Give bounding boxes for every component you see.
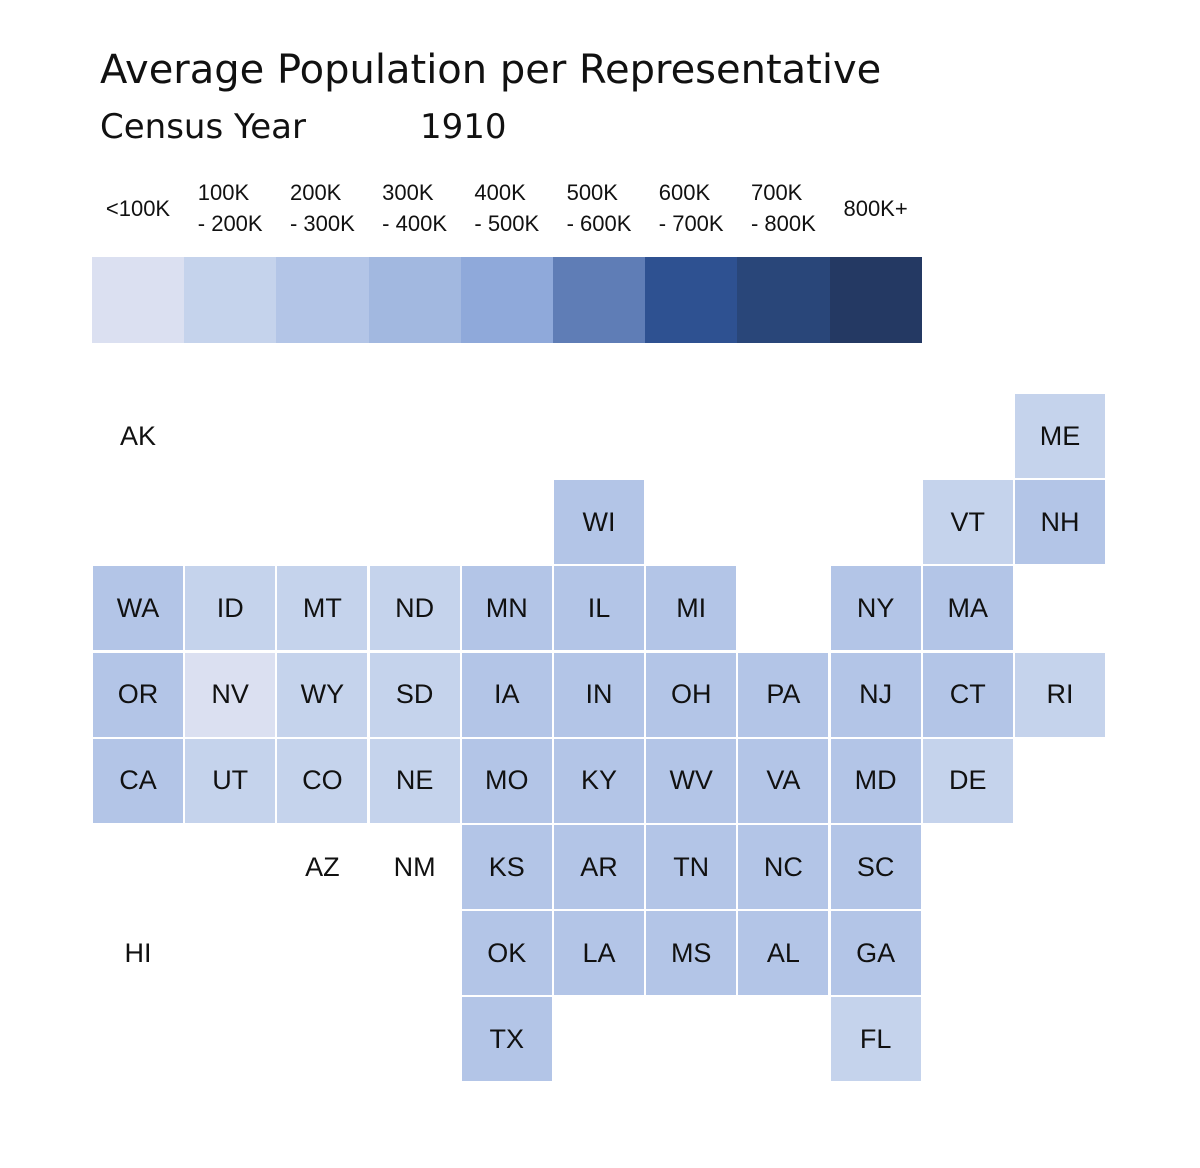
state-tile-ky: KY	[554, 738, 644, 823]
state-tile-al: AL	[738, 911, 829, 996]
state-tile-sc: SC	[830, 825, 921, 909]
state-tile-wa: WA	[93, 566, 183, 651]
state-tile-nh: NH	[1015, 480, 1105, 565]
state-tile-mt: MT	[277, 566, 368, 651]
state-tile-ak: AK	[119, 420, 157, 451]
legend-label: 200K - 300K	[276, 170, 368, 246]
color-legend: <100K 100K - 200K 200K - 300K 300K - 400K 40…	[92, 170, 932, 350]
legend-label-text: 500K - 600K	[566, 180, 632, 236]
state-tile-tn: TN	[646, 825, 737, 909]
legend-swatch	[737, 257, 831, 343]
state-tile-ut: UT	[185, 738, 276, 823]
legend-label-text: 700K - 800K	[750, 180, 816, 236]
state-tile-mo: MO	[461, 738, 552, 823]
legend-swatch	[460, 257, 554, 343]
state-tile-sd: SD	[369, 652, 460, 737]
legend-label-text: <100K	[105, 195, 171, 221]
state-tile-fl: FL	[830, 997, 921, 1082]
state-tile-ok: OK	[461, 911, 552, 996]
state-tile-hi: HI	[124, 937, 152, 968]
state-tile-id: ID	[185, 566, 276, 651]
legend-label-text: 300K - 400K	[382, 180, 447, 236]
state-tile-ri: RI	[1015, 652, 1105, 737]
state-tile-az: AZ	[305, 851, 340, 882]
state-tile-ca: CA	[93, 738, 183, 823]
state-tile-mn: MN	[461, 566, 552, 651]
state-tile-nm: NM	[393, 851, 436, 882]
legend-swatch	[645, 257, 738, 343]
state-tile-oh: OH	[646, 652, 737, 737]
state-tile-md: MD	[830, 738, 921, 823]
state-tile-ma: MA	[922, 566, 1013, 651]
state-tile-in: IN	[554, 652, 644, 737]
state-tile-wv: WV	[646, 738, 737, 823]
state-tile-ia: IA	[461, 652, 552, 737]
legend-label-text: 100K - 200K	[197, 180, 263, 236]
legend-label: 800K+	[830, 170, 922, 246]
state-tile-nj: NJ	[830, 652, 921, 737]
legend-swatch	[184, 257, 277, 343]
state-tile-ne: NE	[369, 738, 460, 823]
legend-swatch	[829, 257, 923, 343]
state-tile-wy: WY	[277, 652, 368, 737]
legend-label: 700K - 800K	[737, 170, 829, 246]
state-tile-ms: MS	[646, 911, 737, 996]
chart-title: Average Population per Representative	[100, 47, 882, 93]
state-tile-ks: KS	[461, 825, 552, 909]
state-tile-ct: CT	[922, 652, 1013, 737]
legend-swatch	[368, 257, 462, 343]
census-year-label: Census Year	[100, 107, 306, 147]
state-tile-tx: TX	[461, 997, 552, 1082]
legend-label: 400K - 500K	[461, 170, 553, 246]
legend-label-text: 400K - 500K	[474, 180, 540, 236]
state-tile-il: IL	[554, 566, 644, 651]
legend-swatch	[553, 257, 646, 343]
state-tile-ny: NY	[830, 566, 921, 651]
state-tile-or: OR	[93, 652, 183, 737]
legend-label-text: 200K - 300K	[289, 180, 355, 236]
state-tile-nv: NV	[185, 652, 276, 737]
state-tile-la: LA	[554, 911, 644, 996]
state-tile-va: VA	[738, 738, 829, 823]
state-tile-nd: ND	[369, 566, 460, 651]
state-tile-pa: PA	[738, 652, 829, 737]
legend-label: 100K - 200K	[184, 170, 276, 246]
state-tile-vt: VT	[922, 480, 1013, 565]
state-tile-de: DE	[922, 738, 1013, 823]
state-tile-co: CO	[277, 738, 368, 823]
state-tile-me: ME	[1015, 394, 1105, 478]
legend-swatch	[276, 257, 370, 343]
state-tile-map: AK ME WI VT NH WA ID MT ND MN IL MI NY MA OR NV WY SD IA IN…	[93, 394, 1108, 1084]
legend-label-text: 600K - 700K	[658, 180, 724, 236]
legend-label-text: 800K+	[843, 195, 908, 221]
legend-label: 300K - 400K	[369, 170, 461, 246]
state-tile-wi: WI	[554, 480, 644, 565]
state-tile-ar: AR	[554, 825, 644, 909]
legend-swatch	[92, 257, 185, 343]
legend-label: 600K - 700K	[645, 170, 737, 246]
census-year-value: 1910	[420, 107, 507, 147]
state-tile-nc: NC	[738, 825, 829, 909]
state-tile-ga: GA	[830, 911, 921, 996]
state-tile-mi: MI	[646, 566, 737, 651]
legend-label: <100K	[92, 170, 184, 246]
legend-label: 500K - 600K	[553, 170, 645, 246]
